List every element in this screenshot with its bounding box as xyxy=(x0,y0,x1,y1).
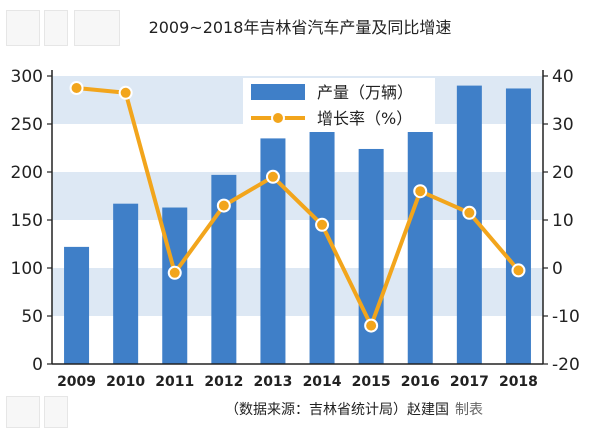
corner-box xyxy=(6,396,40,428)
left-tick-label: 0 xyxy=(32,355,43,375)
right-tick-label: 40 xyxy=(552,67,574,87)
x-tick-label: 2010 xyxy=(106,374,145,390)
line-point xyxy=(315,217,330,232)
right-tick-label: -20 xyxy=(552,355,580,375)
legend-swatch-bars xyxy=(251,84,305,100)
right-tick-label: 30 xyxy=(552,115,574,135)
bar xyxy=(505,88,531,364)
legend-label-bars: 产量（万辆） xyxy=(317,83,413,102)
line-point xyxy=(167,265,182,280)
right-tick-label: 0 xyxy=(552,259,563,279)
x-tick-label: 2013 xyxy=(253,374,292,390)
bar xyxy=(407,124,433,364)
right-tick-label: -10 xyxy=(552,307,580,327)
series-line xyxy=(76,86,520,328)
line-point xyxy=(118,85,133,100)
bar xyxy=(64,246,90,364)
x-tick-label: 2011 xyxy=(155,374,194,390)
line-point xyxy=(511,263,526,278)
x-tick-label: 2016 xyxy=(401,374,440,390)
left-tick-label: 250 xyxy=(11,115,43,135)
x-tick-label: 2014 xyxy=(303,374,342,390)
left-tick-label: 200 xyxy=(11,163,43,183)
source-text: （数据来源：吉林省统计局）赵建国 xyxy=(225,402,449,418)
x-tick-label: 2015 xyxy=(352,374,391,390)
line-point xyxy=(265,169,280,184)
left-tick-label: 100 xyxy=(11,259,43,279)
x-tick-label: 2018 xyxy=(499,374,538,390)
line-point xyxy=(216,198,231,213)
legend-swatch-point xyxy=(271,111,285,125)
bar xyxy=(113,203,139,364)
x-tick-label: 2009 xyxy=(57,374,96,390)
corner-box xyxy=(6,10,40,46)
left-tick-label: 50 xyxy=(21,307,43,327)
line-point xyxy=(69,81,84,95)
x-tick-label: 2017 xyxy=(450,374,489,390)
line-point xyxy=(364,318,379,333)
right-tick-label: 10 xyxy=(552,211,574,231)
line-point xyxy=(413,184,428,199)
right-tick-label: 20 xyxy=(552,163,574,183)
legend-label-line: 增长率（%） xyxy=(317,109,412,128)
corner-box xyxy=(44,10,68,46)
bar xyxy=(162,207,188,364)
source-made: 制表 xyxy=(455,402,483,418)
source-note: （数据来源：吉林省统计局）赵建国 制表 xyxy=(225,399,595,419)
x-tick-label: 2012 xyxy=(204,374,243,390)
corner-box xyxy=(44,396,68,428)
line-point xyxy=(462,205,477,220)
chart-title: 2009~2018年吉林省汽车产量及同比增速 xyxy=(148,18,452,37)
left-tick-label: 300 xyxy=(11,67,43,87)
corner-box xyxy=(74,10,120,46)
left-tick-label: 150 xyxy=(11,211,43,231)
